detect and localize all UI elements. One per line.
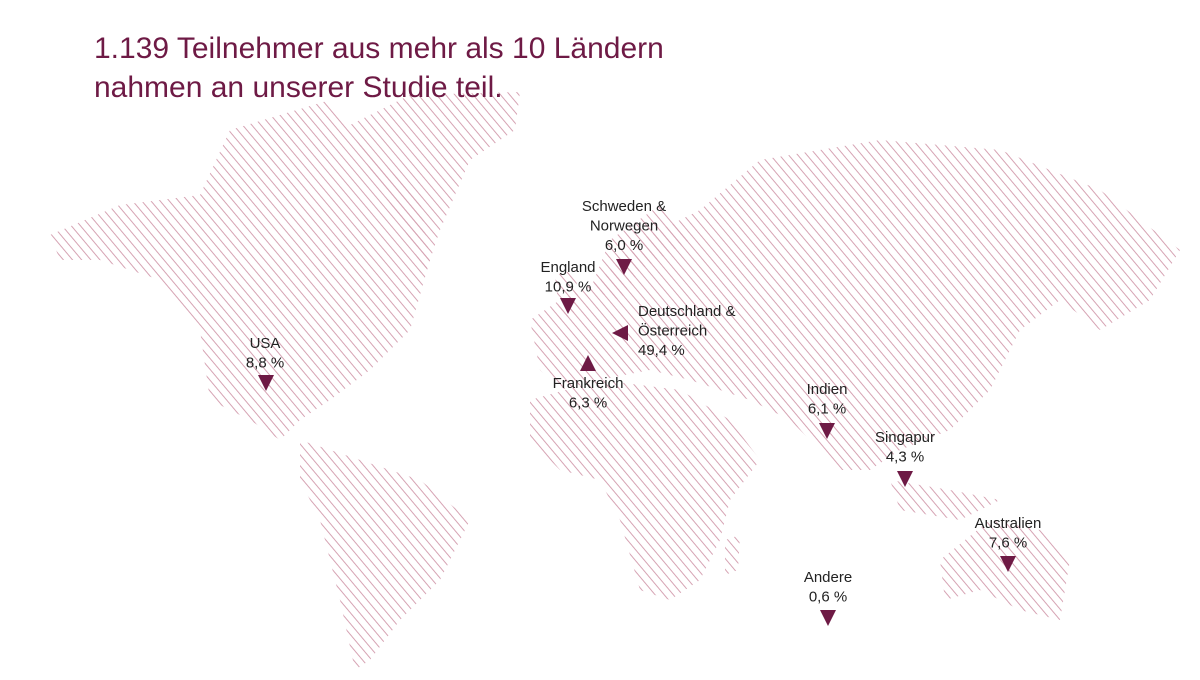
- scandinavia: [590, 205, 690, 300]
- marker-share: 6,1 %: [808, 401, 846, 418]
- marker-name: Deutschland &: [638, 303, 736, 320]
- continents: [50, 92, 1180, 670]
- marker-name: USA: [250, 335, 281, 352]
- marker-name: Österreich: [638, 322, 707, 340]
- north-america: [50, 100, 430, 440]
- marker: Indien 6,1 %: [807, 381, 848, 439]
- marker: USA 8,8 %: [246, 335, 284, 391]
- marker-pin: [1000, 556, 1016, 572]
- marker-name: Singapur: [875, 429, 935, 446]
- madagascar: [725, 535, 740, 575]
- markers: USA 8,8 % England 10,9 % Schweden & Norwegen 6…: [246, 198, 1042, 626]
- marker-name: Norwegen: [590, 218, 658, 235]
- marker-share: 10,9 %: [545, 279, 592, 296]
- marker-pin: [897, 471, 913, 487]
- marker-share: 8,8 %: [246, 355, 284, 372]
- marker-pin: [560, 298, 576, 314]
- marker-share: 49,4 %: [638, 342, 685, 359]
- marker-share: 6,0 %: [605, 237, 643, 254]
- southeast-asia: [890, 480, 1000, 520]
- marker-pin: [616, 259, 632, 275]
- marker-pin: [819, 423, 835, 439]
- title-line: 1.139 Teilnehmer aus mehr als 10 Ländern: [94, 32, 664, 65]
- marker-share: 0,6 %: [809, 589, 847, 606]
- marker-name: Indien: [807, 381, 848, 398]
- africa: [530, 380, 760, 600]
- south-america: [300, 440, 470, 670]
- marker-pin: [580, 355, 596, 371]
- marker-name: Andere: [804, 569, 852, 586]
- marker-share: 7,6 %: [989, 535, 1027, 552]
- uk: [555, 270, 580, 320]
- marker: Frankreich 6,3 %: [553, 355, 624, 412]
- marker-name: Schweden &: [582, 198, 666, 215]
- marker-pin: [612, 325, 628, 341]
- marker-pin: [258, 375, 274, 391]
- marker-pin: [820, 610, 836, 626]
- australia: [940, 520, 1070, 620]
- marker: Australien 7,6 %: [975, 515, 1042, 572]
- eurasia: [530, 140, 1180, 470]
- marker: England 10,9 %: [540, 259, 596, 314]
- marker: Deutschland & Österreich 49,4 %: [612, 303, 736, 359]
- title-line: nahmen an unserer Studie teil.: [94, 71, 503, 104]
- marker-share: 4,3 %: [886, 449, 924, 466]
- marker-name: England: [540, 259, 595, 276]
- marker: Singapur 4,3 %: [875, 429, 935, 487]
- greenland: [350, 92, 520, 275]
- marker: Schweden & Norwegen 6,0 %: [582, 198, 666, 275]
- marker-share: 6,3 %: [569, 395, 607, 412]
- marker-name: Australien: [975, 515, 1042, 532]
- marker-name: Frankreich: [553, 375, 624, 392]
- marker: Andere 0,6 %: [804, 569, 852, 626]
